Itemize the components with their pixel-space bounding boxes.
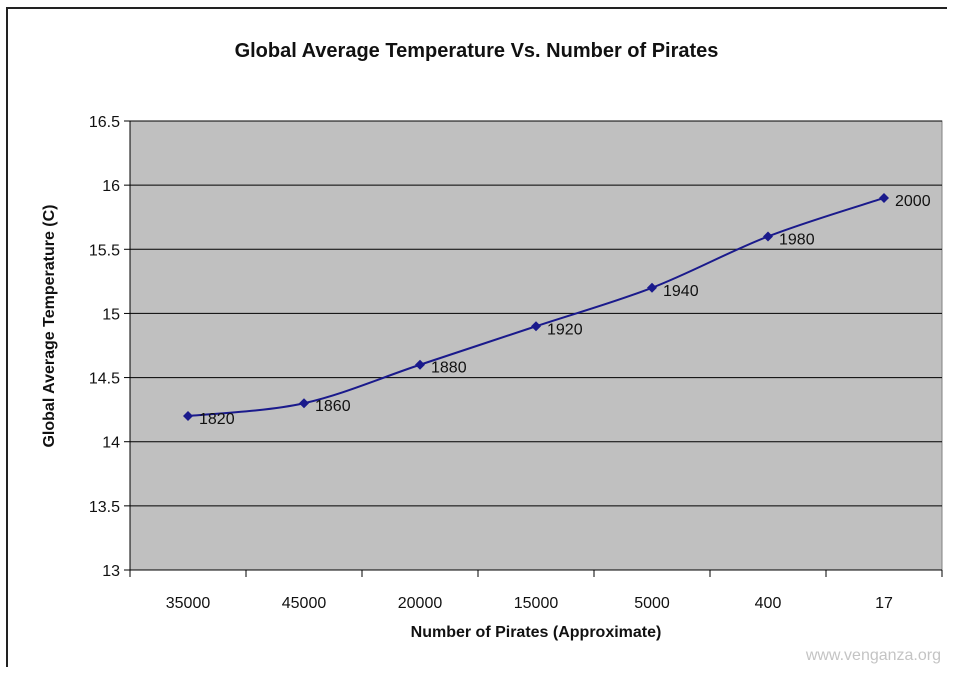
y-tick-label: 15	[102, 306, 120, 323]
y-tick-label: 14.5	[89, 371, 120, 388]
data-point-marker	[763, 231, 773, 242]
plot-background	[129, 120, 943, 571]
data-point-label: 1920	[547, 321, 583, 338]
data-point-marker	[879, 192, 889, 203]
x-tick-label: 20000	[398, 595, 443, 612]
y-tick-label: 13.5	[89, 499, 120, 516]
data-point-marker	[531, 321, 541, 332]
x-tick-label: 400	[755, 595, 782, 612]
x-tick-label: 45000	[282, 595, 327, 612]
x-tick-label: 17	[875, 595, 893, 612]
data-point-label: 1980	[779, 231, 815, 248]
data-point-marker	[183, 411, 193, 422]
y-tick-label: 13	[102, 563, 120, 580]
data-point-label: 1820	[199, 411, 235, 428]
data-point-label: 2000	[895, 193, 931, 210]
x-tick-label: 15000	[514, 595, 559, 612]
y-tick-label: 16	[102, 178, 120, 195]
x-tick-label: 5000	[634, 595, 670, 612]
chart-frame	[6, 7, 947, 667]
data-point-label: 1880	[431, 360, 467, 377]
x-tick-label: 35000	[166, 595, 211, 612]
watermark: www.venganza.org	[805, 647, 941, 664]
data-point-marker	[299, 398, 309, 409]
y-tick-label: 14	[102, 435, 120, 452]
data-point-label: 1940	[663, 283, 699, 300]
data-point-marker	[647, 282, 657, 293]
chart-title: Global Average Temperature Vs. Number of…	[234, 40, 719, 62]
data-point-label: 1860	[315, 398, 351, 415]
y-tick-label: 16.5	[89, 114, 120, 131]
data-point-marker	[415, 359, 425, 370]
x-axis-title: Number of Pirates (Approximate)	[410, 624, 662, 641]
y-tick-label: 15.5	[89, 242, 120, 259]
